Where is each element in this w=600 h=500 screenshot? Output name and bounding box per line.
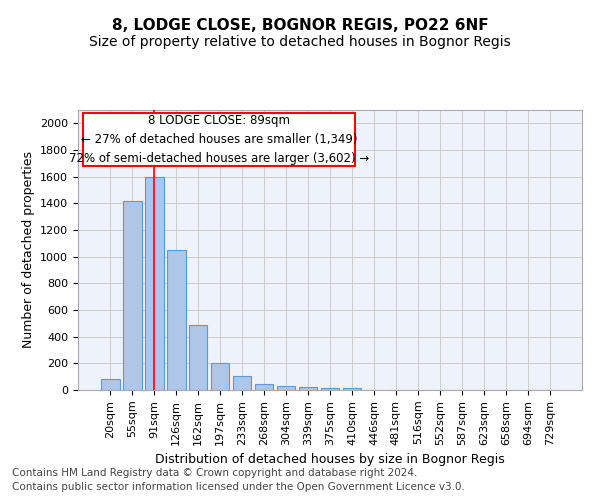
Bar <box>167 250 185 390</box>
Bar <box>233 376 251 390</box>
Bar <box>145 176 164 390</box>
Bar <box>277 386 295 390</box>
Bar <box>255 384 274 390</box>
Text: Size of property relative to detached houses in Bognor Regis: Size of property relative to detached ho… <box>89 35 511 49</box>
X-axis label: Distribution of detached houses by size in Bognor Regis: Distribution of detached houses by size … <box>155 453 505 466</box>
Bar <box>101 380 119 390</box>
Bar <box>299 387 317 390</box>
Bar <box>189 324 208 390</box>
Bar <box>320 388 340 390</box>
Bar <box>343 388 361 390</box>
Bar <box>123 200 142 390</box>
Y-axis label: Number of detached properties: Number of detached properties <box>22 152 35 348</box>
Text: Contains HM Land Registry data © Crown copyright and database right 2024.: Contains HM Land Registry data © Crown c… <box>12 468 418 477</box>
Text: 8 LODGE CLOSE: 89sqm
← 27% of detached houses are smaller (1,349)
72% of semi-de: 8 LODGE CLOSE: 89sqm ← 27% of detached h… <box>69 114 369 165</box>
Text: Contains public sector information licensed under the Open Government Licence v3: Contains public sector information licen… <box>12 482 465 492</box>
Bar <box>211 362 229 390</box>
Text: 8, LODGE CLOSE, BOGNOR REGIS, PO22 6NF: 8, LODGE CLOSE, BOGNOR REGIS, PO22 6NF <box>112 18 488 32</box>
